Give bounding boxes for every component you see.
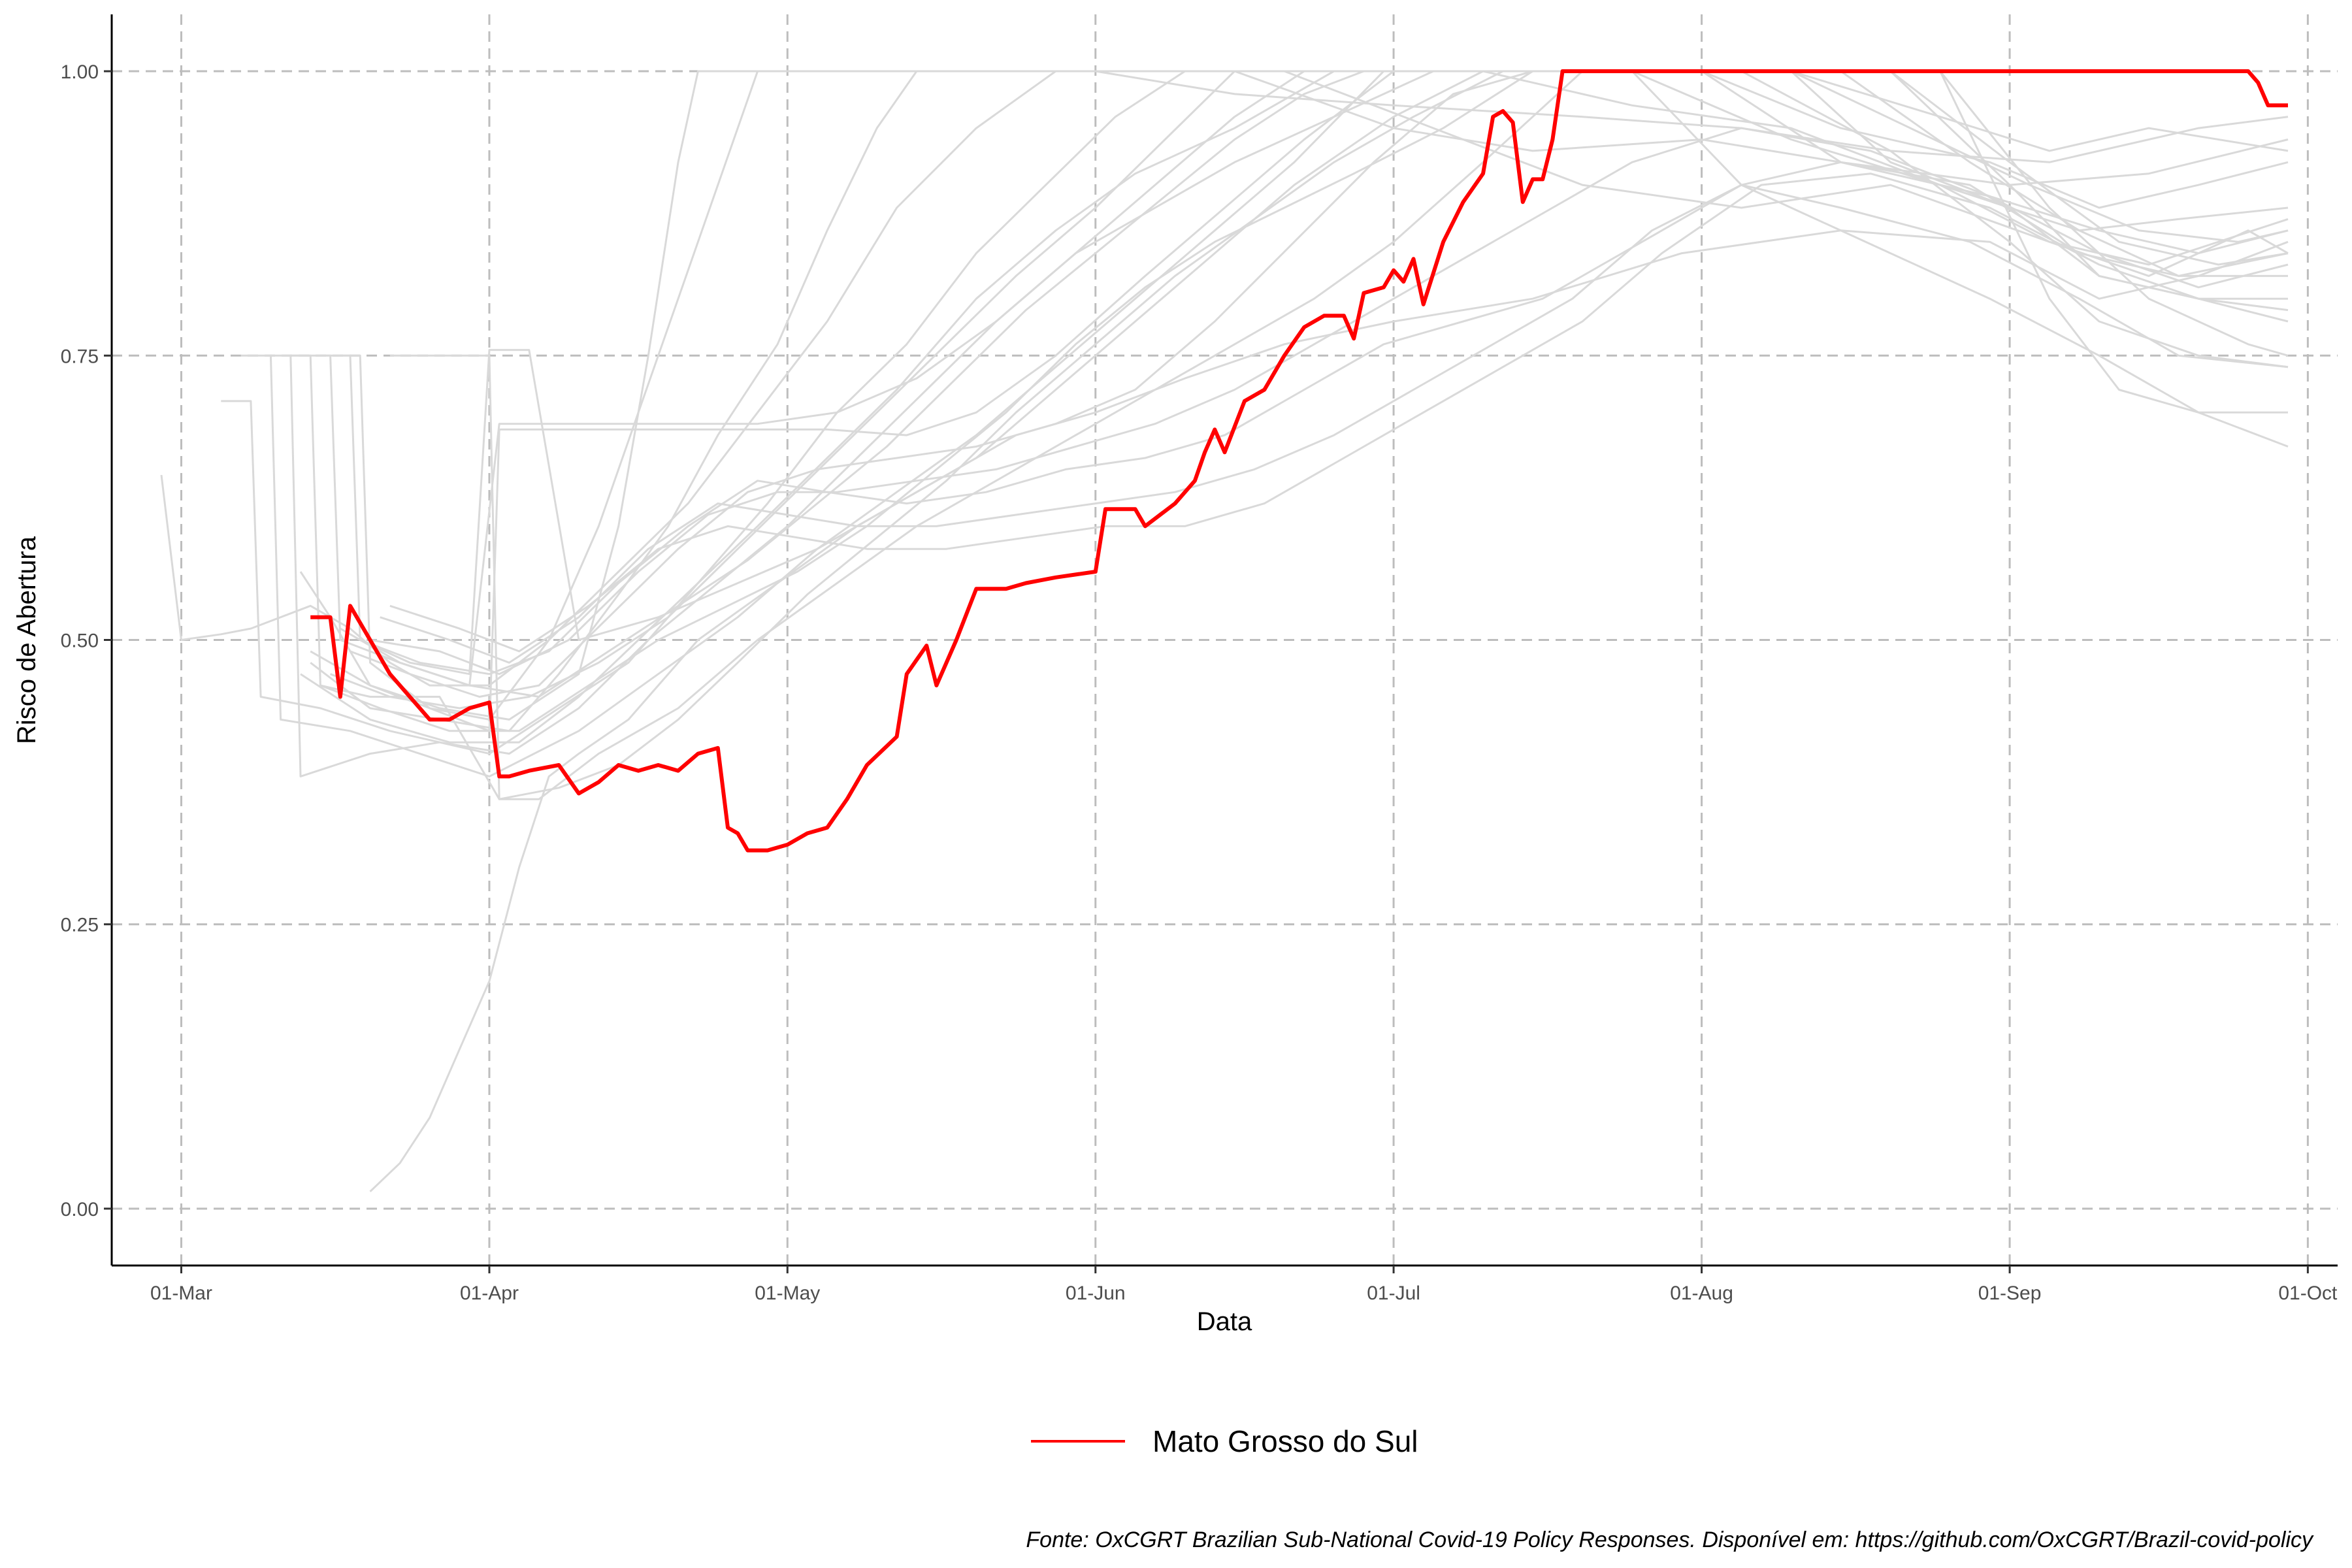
highlight-series-group (310, 69, 2288, 853)
x-tick-label: 01-Aug (1670, 1282, 1733, 1304)
background-series-line (300, 70, 2289, 743)
background-series-line (299, 70, 2289, 721)
caption: Fonte: OxCGRT Brazilian Sub-National Cov… (1026, 1527, 2314, 1552)
background-series-line (369, 229, 2289, 1192)
y-tick-label: 0.00 (61, 1199, 99, 1220)
background-series-line (221, 70, 2289, 755)
background-series-line (340, 70, 2289, 698)
x-tick-label: 01-Sep (1978, 1282, 2042, 1304)
x-tick-label: 01-Mar (150, 1282, 212, 1304)
legend: Mato Grosso do Sul (1031, 1424, 1418, 1458)
x-tick-label: 01-May (755, 1282, 820, 1304)
background-series-line (310, 70, 2289, 721)
background-series-line (350, 70, 2289, 698)
background-series-line (389, 70, 2288, 800)
y-tick-label: 1.00 (61, 61, 99, 83)
background-series-line (389, 172, 2288, 653)
tick-group: 0.00 0.25 0.50 0.75 1.00 01-Mar 01-Apr 01-May 01… (61, 61, 2338, 1304)
x-tick-label: 01-Jul (1367, 1282, 1420, 1304)
x-tick-label: 01-Jun (1066, 1282, 1126, 1304)
background-series-line (310, 70, 2289, 732)
background-series-line (380, 184, 2289, 664)
x-axis-title: Data (1197, 1307, 1252, 1336)
y-tick-label: 0.75 (61, 346, 99, 367)
background-series-line (330, 70, 2289, 710)
y-tick-label: 0.25 (61, 915, 99, 936)
y-axis-title: Risco de Abertura (12, 536, 41, 744)
background-series-line (340, 70, 2289, 732)
background-series-line (370, 127, 2289, 676)
x-tick-label: 01-Oct (2278, 1282, 2338, 1304)
legend-label: Mato Grosso do Sul (1152, 1424, 1418, 1458)
background-series-line (319, 70, 2289, 732)
y-tick-label: 0.50 (61, 630, 99, 652)
x-tick-label: 01-Apr (460, 1282, 519, 1304)
highlight-series-line (310, 69, 2288, 853)
